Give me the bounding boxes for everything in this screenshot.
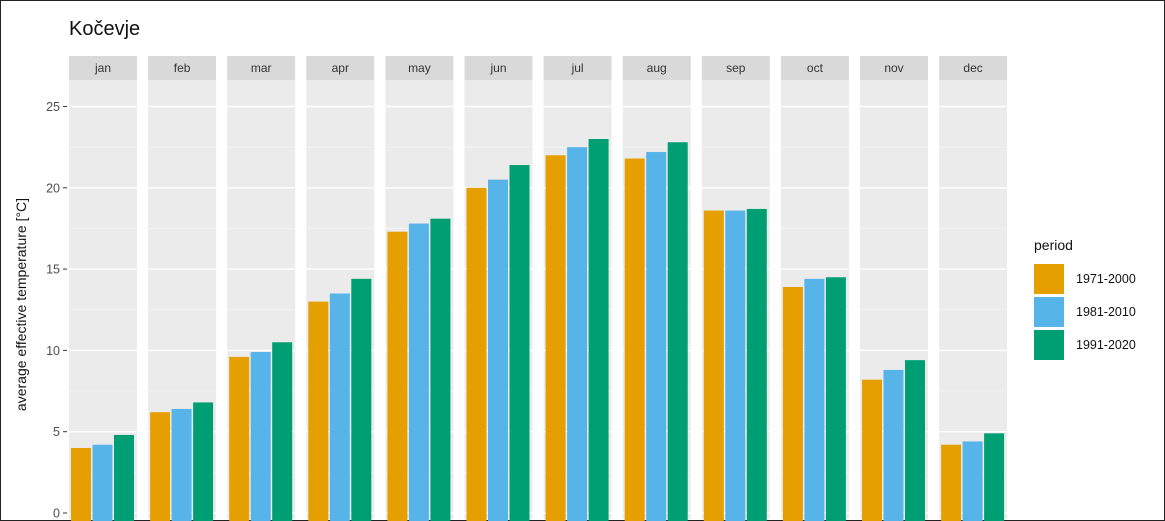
- y-axis-label: average effective temperature [°C]: [13, 198, 29, 411]
- bar-nov-1971-2000: [862, 380, 882, 521]
- bar-jul-1981-2010: [567, 147, 587, 521]
- y-tick-label: 5: [53, 425, 60, 439]
- bar-jun-1991-2020: [510, 165, 530, 521]
- bar-dec-1971-2000: [941, 445, 961, 521]
- bar-jan-1981-2010: [93, 445, 113, 521]
- facet-label-apr: apr: [332, 61, 349, 75]
- bar-sep-1981-2010: [725, 211, 745, 521]
- facet-label-may: may: [408, 61, 431, 75]
- bar-aug-1971-2000: [625, 159, 645, 521]
- facet-label-jun: jun: [489, 61, 506, 75]
- facet-label-sep: sep: [726, 61, 746, 75]
- bar-apr-1981-2010: [330, 293, 350, 521]
- legend-label: 1971-2000: [1076, 272, 1136, 286]
- facet-label-nov: nov: [884, 61, 903, 75]
- legend-key-1991-2020: [1034, 330, 1064, 360]
- bar-feb-1971-2000: [150, 412, 170, 521]
- y-tick-label: 0: [53, 507, 60, 521]
- bar-oct-1971-2000: [783, 287, 803, 521]
- bar-mar-1971-2000: [229, 357, 249, 521]
- bar-may-1981-2010: [409, 224, 429, 521]
- chart-title: Kočevje: [69, 18, 140, 40]
- facet-label-oct: oct: [807, 61, 824, 75]
- bar-nov-1981-2010: [884, 370, 904, 521]
- bar-jun-1981-2010: [488, 180, 508, 521]
- y-tick-label: 25: [46, 100, 60, 114]
- bar-oct-1981-2010: [804, 279, 824, 521]
- bar-mar-1981-2010: [251, 352, 271, 521]
- bar-jul-1971-2000: [546, 155, 566, 521]
- legend-label: 1981-2010: [1076, 305, 1136, 319]
- bar-dec-1991-2020: [984, 433, 1004, 521]
- bar-apr-1971-2000: [308, 302, 328, 521]
- bar-nov-1991-2020: [905, 360, 925, 521]
- legend-label: 1991-2020: [1076, 338, 1136, 352]
- bar-jan-1991-2020: [114, 435, 134, 521]
- bar-feb-1981-2010: [172, 409, 192, 521]
- bar-jan-1971-2000: [71, 448, 91, 521]
- bar-may-1991-2020: [430, 219, 450, 521]
- facet-label-mar: mar: [251, 61, 272, 75]
- bar-may-1971-2000: [387, 232, 407, 521]
- bar-oct-1991-2020: [826, 277, 846, 521]
- facet-label-jan: jan: [94, 61, 111, 75]
- bar-dec-1981-2010: [963, 441, 983, 521]
- bar-aug-1991-2020: [668, 142, 688, 521]
- facet-label-jul: jul: [571, 61, 584, 75]
- facet-label-dec: dec: [963, 61, 982, 75]
- bar-apr-1991-2020: [351, 279, 371, 521]
- bar-sep-1991-2020: [747, 209, 767, 521]
- bar-aug-1981-2010: [646, 152, 666, 521]
- bar-jun-1971-2000: [467, 188, 487, 521]
- y-tick-label: 20: [46, 181, 60, 195]
- bar-sep-1971-2000: [704, 211, 724, 521]
- y-tick-label: 10: [46, 344, 60, 358]
- legend-title: period: [1034, 237, 1073, 253]
- bar-feb-1991-2020: [193, 402, 213, 521]
- legend-key-1981-2010: [1034, 297, 1064, 327]
- y-tick-label: 15: [46, 263, 60, 277]
- bar-mar-1991-2020: [272, 342, 292, 521]
- bar-jul-1991-2020: [589, 139, 609, 521]
- facet-label-aug: aug: [647, 61, 667, 75]
- facet-label-feb: feb: [174, 61, 191, 75]
- legend-key-1971-2000: [1034, 264, 1064, 294]
